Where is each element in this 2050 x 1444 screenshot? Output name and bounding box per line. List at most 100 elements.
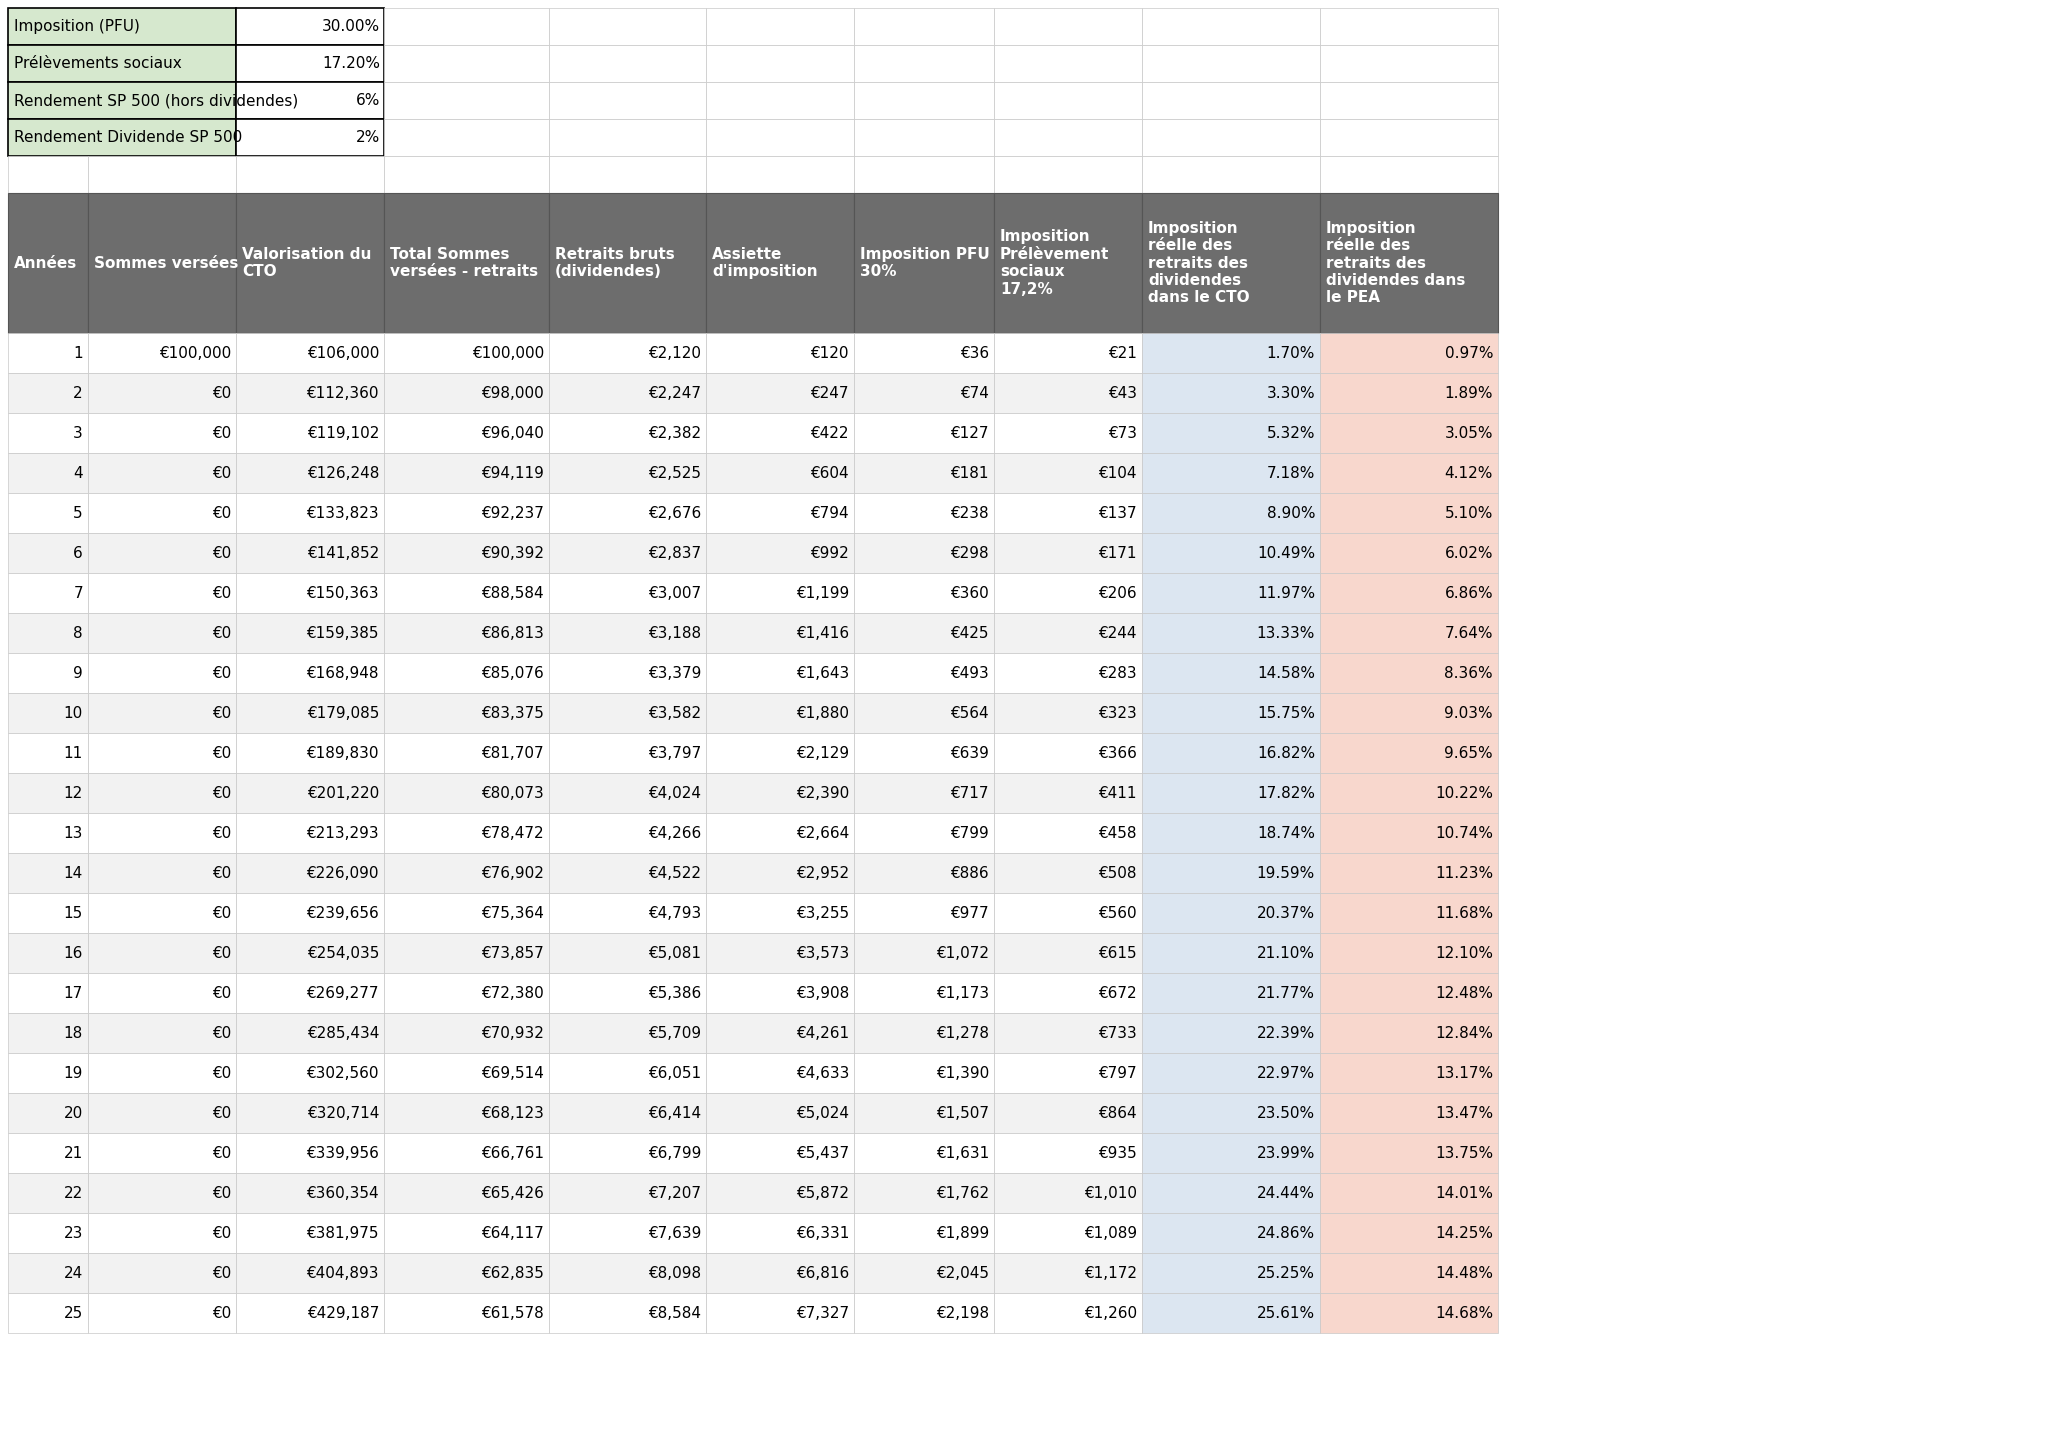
Bar [236,373,383,413]
Bar [855,82,994,118]
Text: 25: 25 [64,1305,82,1320]
Bar [236,533,383,573]
Bar [549,1213,705,1253]
Text: €1,390: €1,390 [935,1066,988,1080]
Bar [994,156,1142,193]
Bar [88,573,236,614]
Text: €1,278: €1,278 [937,1025,988,1041]
Bar [383,773,549,813]
Bar [1142,1213,1320,1253]
Text: €2,247: €2,247 [648,386,701,400]
Text: €4,522: €4,522 [648,865,701,881]
Bar [855,573,994,614]
Text: €1,643: €1,643 [795,666,849,680]
Bar [1142,813,1320,853]
Bar [549,1134,705,1173]
Bar [994,373,1142,413]
Bar [994,492,1142,533]
Bar [1142,9,1320,45]
Bar [1320,614,1499,653]
Bar [236,1053,383,1093]
Bar [549,9,705,45]
Bar [705,734,855,773]
Text: 25.25%: 25.25% [1257,1265,1314,1281]
Text: €244: €244 [1099,625,1138,641]
Bar [236,693,383,734]
Bar [1320,413,1499,453]
Bar [88,734,236,773]
Text: €85,076: €85,076 [482,666,543,680]
Text: €3,908: €3,908 [795,985,849,1001]
Bar [549,1053,705,1093]
Bar [236,1253,383,1292]
Bar [1320,193,1499,334]
Bar [88,933,236,973]
Bar [1320,9,1499,45]
Text: €797: €797 [1099,1066,1138,1080]
Text: 13.33%: 13.33% [1257,625,1314,641]
Text: €94,119: €94,119 [482,465,543,481]
Text: 20: 20 [64,1106,82,1121]
Text: €2,837: €2,837 [648,546,701,560]
Bar [8,773,88,813]
Bar [88,1292,236,1333]
Bar [1142,1253,1320,1292]
Text: €0: €0 [211,1025,232,1041]
Text: €36: €36 [959,345,988,361]
Text: 3.05%: 3.05% [1445,426,1492,440]
Bar [705,653,855,693]
Text: €2,525: €2,525 [648,465,701,481]
Bar [88,1213,236,1253]
Text: €429,187: €429,187 [308,1305,379,1320]
Text: €0: €0 [211,1186,232,1200]
Text: 14.48%: 14.48% [1435,1265,1492,1281]
Bar [855,1173,994,1213]
Bar [549,453,705,492]
Bar [236,413,383,453]
Text: €5,437: €5,437 [795,1145,849,1161]
Bar [383,413,549,453]
Bar [705,773,855,813]
Text: €422: €422 [810,426,849,440]
Bar [8,334,88,373]
Bar [705,82,855,118]
Bar [383,1093,549,1134]
Text: 17.20%: 17.20% [322,56,379,71]
Text: 21: 21 [64,1145,82,1161]
Text: €80,073: €80,073 [482,786,543,800]
Text: €68,123: €68,123 [482,1106,543,1121]
Bar [1320,853,1499,892]
Bar [549,1014,705,1053]
Bar [88,973,236,1014]
Text: €2,390: €2,390 [795,786,849,800]
Bar [705,453,855,492]
Bar [1142,413,1320,453]
Text: €4,266: €4,266 [648,826,701,840]
Text: €65,426: €65,426 [482,1186,543,1200]
Text: €1,089: €1,089 [1084,1226,1138,1240]
Text: €150,363: €150,363 [305,585,379,601]
Text: 5: 5 [74,505,82,520]
Text: €72,380: €72,380 [482,985,543,1001]
Text: €239,656: €239,656 [305,905,379,920]
Text: 1: 1 [74,345,82,361]
Bar [549,533,705,573]
Text: €339,956: €339,956 [305,1145,379,1161]
Bar [1142,156,1320,193]
Bar [383,1253,549,1292]
Bar [855,1093,994,1134]
Text: €285,434: €285,434 [308,1025,379,1041]
Bar [994,1014,1142,1053]
Bar [705,1253,855,1292]
Text: 6.02%: 6.02% [1445,546,1492,560]
Bar [1320,653,1499,693]
Text: Prélèvements sociaux: Prélèvements sociaux [14,56,182,71]
Bar [236,1292,383,1333]
Bar [549,373,705,413]
Bar [1320,156,1499,193]
Bar [8,156,88,193]
Text: €4,024: €4,024 [648,786,701,800]
Text: €8,098: €8,098 [648,1265,701,1281]
Bar [855,334,994,373]
Text: 24.44%: 24.44% [1257,1186,1314,1200]
